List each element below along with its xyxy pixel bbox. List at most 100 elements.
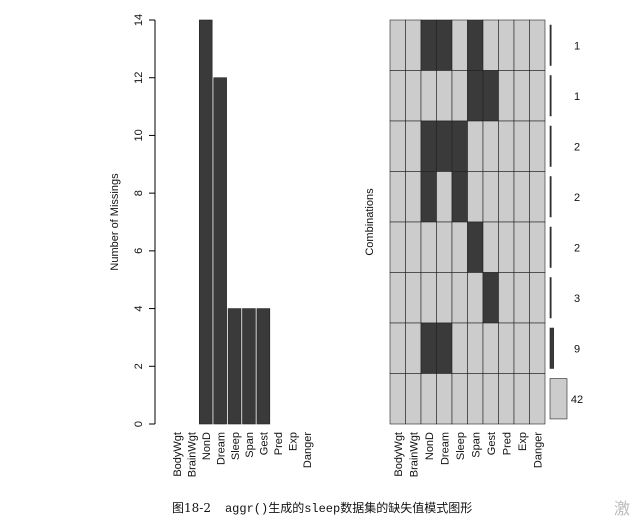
y-tick-label: 8: [133, 190, 145, 196]
cell: [389, 322, 406, 374]
cell: [467, 373, 484, 425]
x-tick-label: Danger: [302, 432, 314, 468]
cell: [498, 171, 515, 223]
x-tick-label: Sleep: [230, 432, 242, 460]
cell: [529, 272, 546, 324]
cell: [451, 120, 468, 172]
cell: [436, 322, 453, 374]
cell: [467, 70, 484, 122]
count-bar: [549, 327, 554, 369]
count-label: 2: [574, 242, 580, 254]
caption: 图18-2 aggr()生成的sleep数据集的缺失值模式图形: [172, 500, 472, 516]
bar: [227, 308, 242, 425]
x-tick-label: Gest: [486, 432, 498, 455]
caption-text: 数据集的缺失值模式图形: [340, 500, 472, 515]
y-tick-label: 6: [133, 248, 145, 254]
cell: [467, 221, 484, 273]
x-tick-label: Pred: [273, 432, 285, 455]
x-tick-label: NonD: [424, 432, 436, 460]
cell: [389, 221, 406, 273]
cell: [467, 272, 484, 324]
count-bar: [549, 24, 552, 66]
cell: [420, 272, 437, 324]
cell: [482, 221, 499, 273]
cell: [405, 373, 422, 425]
x-tick-label: Span: [470, 432, 482, 458]
cell: [436, 221, 453, 273]
cell: [529, 221, 546, 273]
cell: [389, 19, 406, 71]
x-tick-label: BodyWgt: [393, 432, 405, 477]
y-tick-label: 14: [133, 14, 145, 26]
cell: [498, 322, 515, 374]
cell: [529, 120, 546, 172]
x-tick-label: BrainWgt: [408, 432, 420, 477]
cell: [529, 373, 546, 425]
cell: [436, 70, 453, 122]
cell: [482, 70, 499, 122]
cell: [405, 70, 422, 122]
cell: [420, 322, 437, 374]
count-label: 1: [574, 91, 580, 103]
cell: [529, 322, 546, 374]
cell: [420, 373, 437, 425]
cell: [482, 171, 499, 223]
cell: [436, 19, 453, 71]
cell: [451, 272, 468, 324]
x-tick-label: NonD: [201, 432, 213, 460]
cell: [467, 19, 484, 71]
cell: [451, 373, 468, 425]
x-tick-label: Exp: [287, 432, 299, 451]
y-tick-label: 0: [133, 421, 145, 427]
cell: [389, 70, 406, 122]
count-bar: [549, 176, 552, 218]
cell: [389, 171, 406, 223]
cell: [513, 120, 530, 172]
cell: [436, 272, 453, 324]
cell: [389, 120, 406, 172]
cell: [420, 221, 437, 273]
count-bar: [549, 277, 552, 319]
cell: [405, 120, 422, 172]
bar: [242, 308, 256, 425]
cell: [482, 272, 499, 324]
x-tick-label: Gest: [259, 432, 271, 455]
cell: [513, 322, 530, 374]
cell: [405, 221, 422, 273]
cell: [529, 19, 546, 71]
cell: [467, 171, 484, 223]
cell: [451, 19, 468, 71]
y-tick-label: 2: [133, 363, 145, 369]
cell: [451, 171, 468, 223]
count-bar: [549, 75, 552, 117]
x-tick-label: Sleep: [455, 432, 467, 460]
cell: [420, 171, 437, 223]
cell: [513, 221, 530, 273]
cell: [482, 120, 499, 172]
cell: [420, 120, 437, 172]
y-tick-label: 12: [133, 72, 145, 84]
x-tick-label: Dream: [439, 432, 451, 465]
cell: [513, 171, 530, 223]
cell: [420, 70, 437, 122]
count-bar: [549, 125, 552, 167]
cell: [389, 272, 406, 324]
cell: [436, 373, 453, 425]
cell: [498, 272, 515, 324]
cell: [467, 120, 484, 172]
cell: [513, 70, 530, 122]
cell: [405, 19, 422, 71]
count-bar: [549, 226, 552, 268]
cell: [498, 19, 515, 71]
caption-dataset: sleep: [304, 502, 340, 516]
cell: [498, 120, 515, 172]
watermark: 激: [614, 499, 630, 518]
y-tick-label: 4: [133, 306, 145, 312]
caption-text: 生成的: [268, 500, 304, 515]
caption-figure: 图18-2: [172, 501, 211, 515]
bar: [213, 77, 227, 425]
bar: [199, 19, 213, 425]
x-tick-label: Span: [244, 432, 256, 458]
cell: [405, 322, 422, 374]
x-tick-label: BrainWgt: [187, 432, 199, 477]
